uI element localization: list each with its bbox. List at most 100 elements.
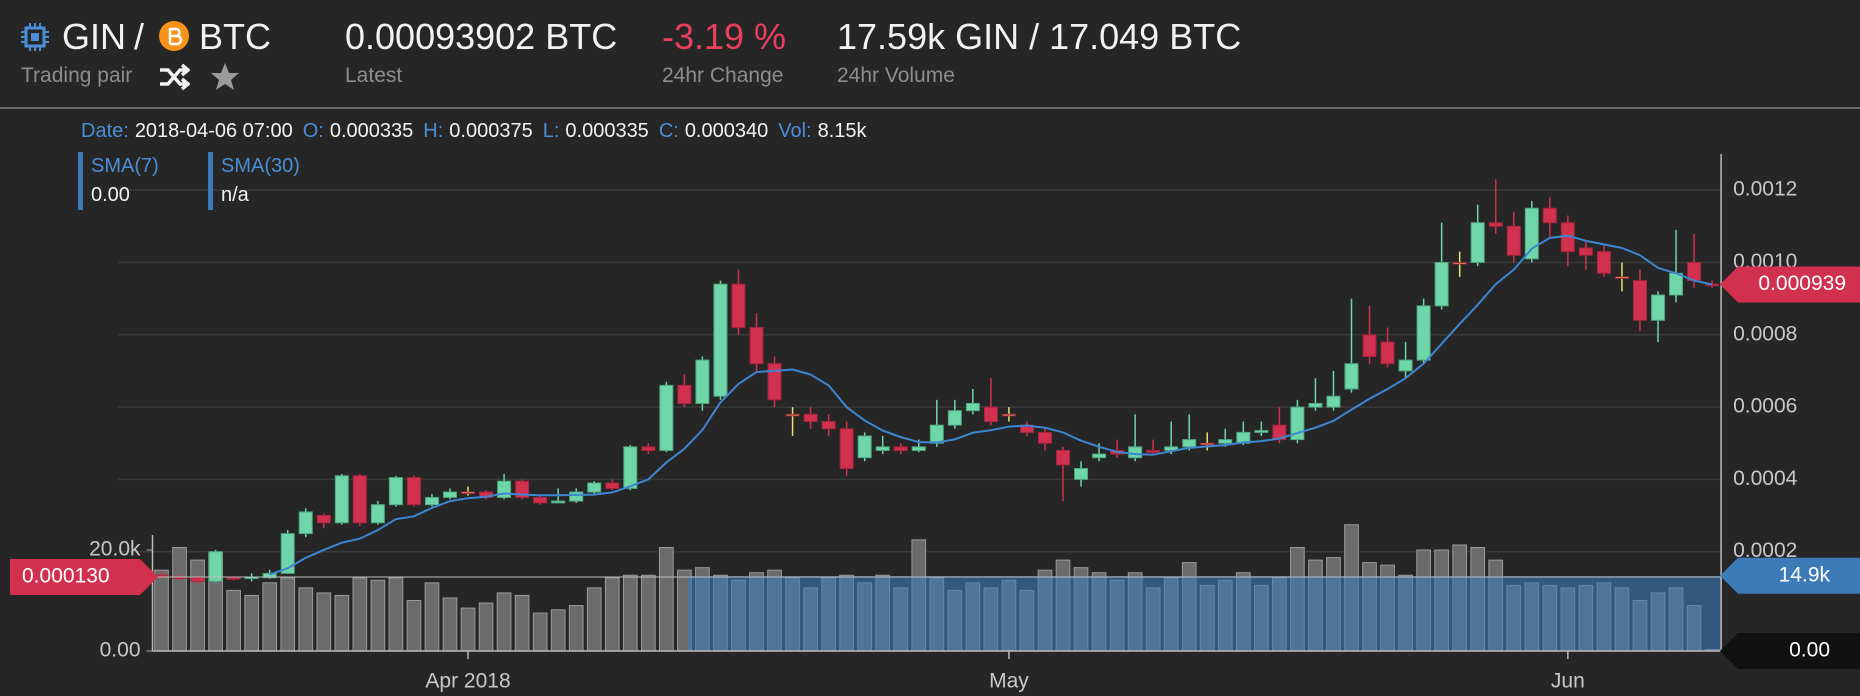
volume-bar [298,587,314,652]
candle-body [1578,247,1593,256]
candle-body [1218,439,1233,444]
quote-symbol: BTC [199,16,271,57]
candle-body [569,491,584,502]
volume-bar [659,546,674,652]
legend-sma7: SMA(7) 0.00 [78,152,159,210]
candle-body [1596,251,1611,274]
candle-body [713,283,728,397]
volume-sma-tag [1720,557,1860,594]
change-value: -3.19 % [662,16,787,57]
x-tick-label: Apr 2018 [425,670,510,693]
legend-value: 0.00 [91,184,130,206]
volume-bar [316,592,332,652]
candle-body [1362,334,1377,357]
volume-bar [154,569,169,652]
candle-body [298,511,313,535]
tip-key: Vol: [778,120,812,142]
cursor-price-tag [10,559,158,595]
y-tick-label: 0.0004 [1733,467,1798,490]
candle-body [587,482,602,493]
candle-body [1092,453,1107,459]
volume-value: 17.59k GIN / 17.049 BTC [837,16,1242,57]
candle-body [190,577,205,582]
tip-value: 2018-04-06 07:00 [134,120,293,142]
candle-body [551,500,566,504]
volume-bar [604,577,620,652]
candle-body [1651,294,1665,321]
candle-body [1326,395,1341,408]
candle-body [623,446,638,489]
tip-value: 0.000335 [565,120,649,142]
candle-body [1452,261,1467,265]
y-tick-label: 0.0002 [1733,539,1797,562]
candle-body [461,491,476,495]
tip-value: 0.000340 [684,120,769,142]
candle-body [767,363,782,401]
candle-body [1614,276,1629,279]
candle-body [1669,272,1684,296]
candle-body [983,406,998,423]
candle-body [316,515,331,524]
volume-bar [622,574,638,652]
volume-tick-label: 20.0k [89,538,141,561]
volume-bar [496,592,512,652]
candle-body [749,327,764,365]
candle-body [803,413,818,423]
volume-bar [406,600,422,652]
candle-body [1542,207,1557,224]
candle-body [641,446,656,451]
volume-bar [334,594,350,652]
swap-button[interactable] [158,62,190,92]
legend-name: SMA(7) [91,155,159,177]
candle-body [857,435,872,459]
latest-price: 0.00093902 BTC [345,16,618,57]
candle-body [677,384,692,404]
tip-key: Date: [81,120,129,142]
candle-body [226,577,241,580]
volume-bar [586,587,602,652]
last-price-tag-label: 0.000939 [1758,272,1846,295]
candle-body [334,475,349,524]
candle-body [352,475,367,524]
candle-body [280,533,295,574]
base-symbol: GIN [62,16,127,57]
candle-body [1074,468,1089,480]
tip-key: C: [658,120,679,142]
tip-key: O: [302,120,324,142]
candle-body [839,428,854,470]
candle-body [1434,261,1449,307]
candle-body [1200,442,1215,446]
volume-bar [370,579,386,652]
candle-body [785,413,800,417]
volume-bar [424,582,440,652]
volume-bar [442,597,458,652]
last-volume-tag [1720,633,1860,669]
candle-body [533,496,548,504]
candle-body [659,384,674,451]
candle-body [1632,280,1647,321]
last-price-tag [1720,266,1860,303]
candle-body [1398,359,1413,372]
candle-body [262,572,277,579]
sma7-line [269,234,1713,576]
candle-body [424,496,439,506]
candle-body [1380,341,1395,365]
latest-label: Latest [345,64,403,87]
legend-value: n/a [221,184,249,206]
candle-body [875,446,890,451]
candle-body [208,551,223,582]
volume-bar [478,602,494,652]
favorite-star[interactable] [210,62,240,92]
candle-body [1344,363,1359,390]
x-tick-label: Jun [1551,670,1585,693]
y-tick-label: 0.0008 [1733,322,1797,345]
coin-icon [21,23,49,51]
candle-body [1416,305,1431,361]
volume-bar [352,577,368,652]
candle-body [695,359,710,404]
volume-sma-area [688,576,1722,651]
pair-separator: / [134,16,145,57]
candle-body [388,477,403,506]
